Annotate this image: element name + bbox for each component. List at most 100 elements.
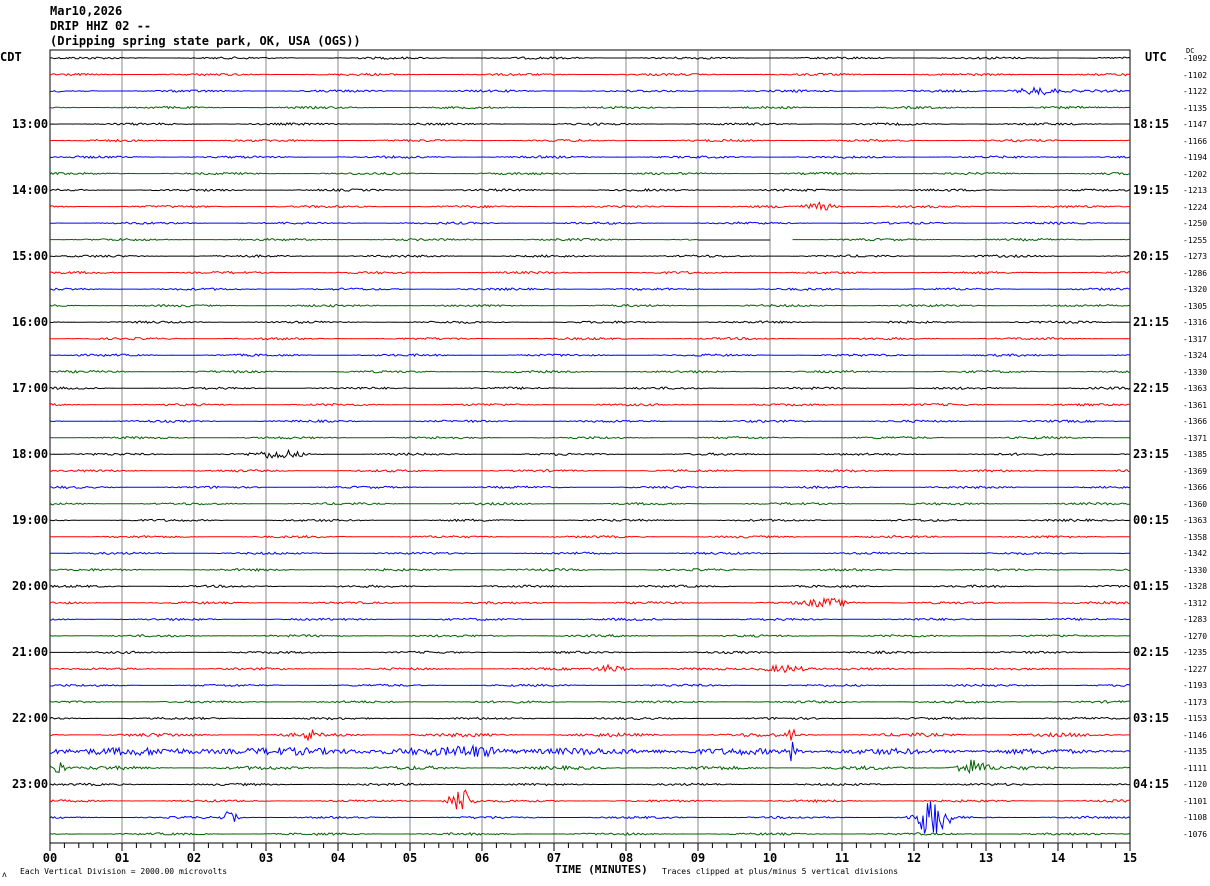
- dc-offset-label: -1135: [1183, 747, 1208, 757]
- utc-hour-label: 01:15: [1133, 579, 1170, 594]
- x-tick-label: 15: [1123, 851, 1137, 865]
- dc-offset-label: -1328: [1183, 582, 1208, 592]
- seismic-trace: [49, 518, 1131, 523]
- dc-offset-label: -1324: [1183, 351, 1208, 361]
- seismic-trace: [50, 336, 1131, 341]
- logo-icon: ᴧ: [2, 870, 7, 879]
- dc-offset-label: -1286: [1183, 268, 1208, 278]
- cdt-hour-label: 17:00: [12, 381, 49, 396]
- seismic-trace: [50, 650, 1130, 655]
- x-tick-label: 05: [403, 851, 417, 865]
- seismic-trace: [49, 716, 1130, 721]
- seismic-trace: [50, 728, 1130, 741]
- seismic-trace: [49, 303, 1131, 308]
- seismic-trace: [49, 56, 1131, 60]
- plot-frame: [49, 49, 1131, 844]
- utc-hour-label: 04:15: [1133, 777, 1170, 792]
- clip-note: Traces clipped at plus/minus 5 vertical …: [662, 867, 899, 876]
- seismic-trace: [49, 485, 1131, 490]
- dc-offset-label: -1305: [1183, 301, 1208, 311]
- seismic-trace: [49, 419, 1131, 424]
- seismic-trace: [49, 789, 1131, 810]
- dc-offset-label: -1363: [1183, 384, 1208, 394]
- dc-offset-label: -1092: [1183, 54, 1208, 63]
- seismic-trace: [50, 683, 1131, 688]
- utc-hour-label: 19:15: [1133, 183, 1170, 198]
- dc-offset-label: -1273: [1183, 252, 1208, 262]
- seismic-trace: [50, 122, 1131, 126]
- seismic-trace: [49, 353, 1131, 358]
- seismic-trace: [49, 188, 1131, 192]
- dc-offset-label: -1194: [1183, 153, 1208, 163]
- seismic-trace: [49, 386, 1131, 391]
- seismic-trace: [49, 700, 1131, 704]
- dc-offset-label: -1371: [1183, 433, 1208, 443]
- seismic-trace: [50, 86, 1131, 96]
- seismic-trace: [49, 369, 1131, 374]
- x-tick-label: 01: [115, 851, 129, 865]
- cdt-hour-label: 15:00: [12, 249, 49, 264]
- dc-offset-label: -1235: [1183, 648, 1208, 658]
- seismic-trace: [50, 138, 1131, 143]
- dc-offset-label: -1108: [1183, 813, 1208, 823]
- dc-offset-label: -1366: [1183, 483, 1208, 493]
- dc-offset-label: -1122: [1183, 87, 1208, 97]
- cdt-hour-label: 14:00: [12, 183, 49, 198]
- cdt-hour-label: 21:00: [12, 645, 49, 660]
- dc-offset-label: -1317: [1183, 334, 1208, 344]
- utc-hour-label: 02:15: [1133, 645, 1170, 660]
- dc-offset-label: -1076: [1183, 829, 1208, 839]
- cdt-hour-label: 20:00: [12, 579, 49, 594]
- seismic-trace: [49, 221, 1130, 225]
- seismic-trace: [50, 534, 1130, 539]
- seismic-trace: [49, 801, 1131, 834]
- dc-offset-label: -1385: [1183, 450, 1208, 460]
- seismic-trace: [49, 270, 1131, 275]
- dc-offset-label: -1227: [1183, 664, 1208, 674]
- cdt-hour-label: 13:00: [12, 117, 49, 132]
- dc-offset-label: -1283: [1183, 615, 1208, 625]
- x-tick-label: 08: [619, 851, 633, 865]
- x-tick-label: 02: [187, 851, 201, 865]
- seismic-trace: [49, 287, 1131, 292]
- seismic-trace: [49, 633, 1131, 638]
- cdt-hour-label: 22:00: [12, 711, 49, 726]
- dc-offset-label: -1202: [1183, 169, 1208, 179]
- station-label: DRIP HHZ 02 --: [50, 19, 152, 33]
- dc-offset-label: -1146: [1183, 730, 1208, 740]
- dc-offset-label: -1369: [1183, 466, 1208, 476]
- utc-hour-label: 21:15: [1133, 315, 1170, 330]
- seismic-trace: [50, 254, 1131, 259]
- x-tick-label: 04: [331, 851, 345, 865]
- utc-hour-label: 18:15: [1133, 117, 1170, 132]
- seismic-trace: [49, 759, 1131, 775]
- dc-offset-label: -1250: [1183, 219, 1208, 229]
- dc-offset-label: -1312: [1183, 598, 1208, 608]
- x-axis-label: TIME (MINUTES): [555, 863, 648, 876]
- x-tick-label: 09: [691, 851, 705, 865]
- utc-hour-label: 23:15: [1133, 447, 1170, 462]
- date-label: Mar10,2026: [50, 4, 123, 18]
- seismic-trace: [50, 741, 1131, 762]
- dc-offset-label: -1342: [1183, 549, 1208, 559]
- seismic-trace: [49, 567, 1131, 572]
- x-tick-label: 12: [907, 851, 921, 865]
- dc-offset-label: -1173: [1183, 697, 1208, 707]
- dc-offset-label: -1213: [1183, 186, 1208, 196]
- dc-label: DC: [1186, 47, 1195, 55]
- seismic-trace: [50, 237, 1130, 242]
- utc-hour-label: 20:15: [1133, 249, 1170, 264]
- x-tick-label: 13: [979, 851, 993, 865]
- dc-offset-label: -1166: [1183, 136, 1208, 146]
- x-tick-label: 00: [43, 851, 57, 865]
- seismic-trace: [49, 501, 1131, 506]
- seismic-trace: [49, 782, 1131, 787]
- seismic-trace: [49, 663, 1131, 674]
- x-tick-label: 14: [1051, 851, 1065, 865]
- dc-offset-label: -1358: [1183, 532, 1208, 542]
- dc-offset-label: -1360: [1183, 499, 1208, 509]
- x-tick-label: 03: [259, 851, 273, 865]
- seismic-trace: [49, 435, 1130, 440]
- right-timezone-label: UTC: [1145, 50, 1167, 64]
